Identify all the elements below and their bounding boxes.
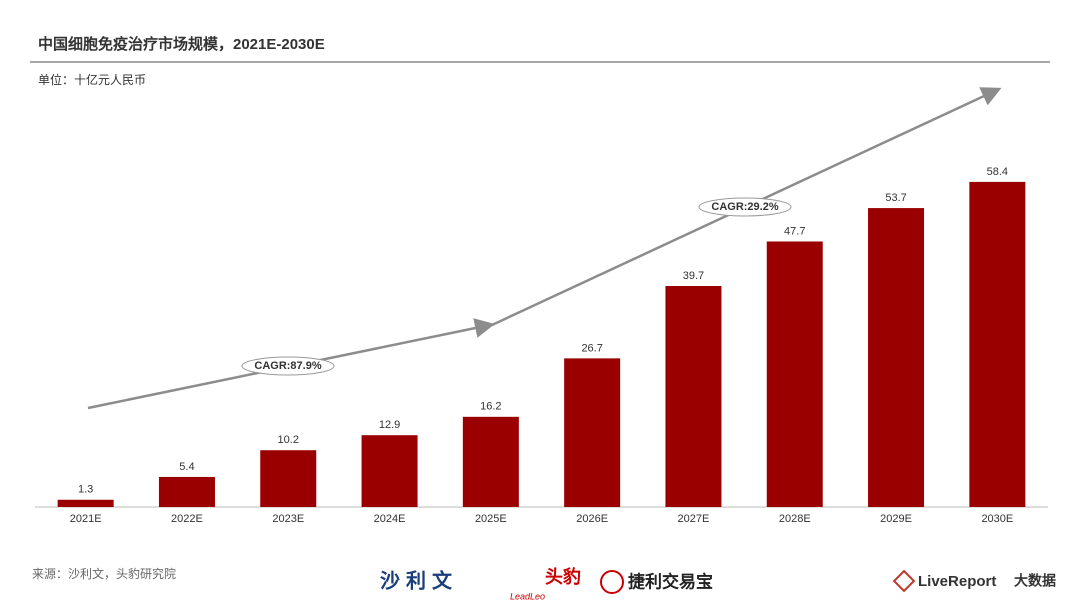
x-tick-label: 2024E [374, 513, 406, 525]
chart-subtitle: 单位：十亿元人民币 [38, 72, 146, 87]
value-label: 47.7 [784, 225, 805, 237]
annotation-bubble [698, 197, 792, 217]
value-label: 16.2 [480, 401, 501, 413]
value-label: 12.9 [379, 419, 400, 431]
logo: 头豹 [545, 566, 581, 587]
logo-icon [600, 570, 624, 594]
annotation-bubble [241, 356, 335, 376]
value-label: 58.4 [987, 166, 1008, 178]
bar [260, 450, 317, 507]
x-tick-label: 2023E [272, 513, 304, 525]
chart-title: 中国细胞免疫治疗市场规模，2021E-2030E [38, 35, 325, 53]
x-tick-label: 2029E [880, 513, 912, 525]
x-tick-label: 2028E [779, 513, 811, 525]
bar [158, 476, 215, 507]
x-tick-label: 2030E [981, 513, 1013, 525]
value-label: 5.4 [179, 461, 194, 473]
value-label: 10.2 [278, 434, 299, 446]
x-tick-label: 2025E [475, 513, 507, 525]
bar [564, 358, 621, 507]
logo: 沙利文 [380, 568, 458, 592]
annotation: CAGR:29.2% [711, 201, 778, 213]
bar [868, 208, 925, 507]
bar [57, 499, 114, 507]
bar [766, 241, 823, 507]
x-tick-label: 2022E [171, 513, 203, 525]
bar [361, 435, 418, 507]
logo-icon [892, 569, 916, 593]
logo: LeadLeo [510, 591, 545, 601]
bar [665, 286, 722, 507]
bar [969, 181, 1026, 507]
x-tick-label: 2027E [678, 513, 710, 525]
source: 来源：沙利文，头豹研究院 [32, 566, 176, 581]
x-tick-label: 2026E [576, 513, 608, 525]
value-label: 53.7 [885, 192, 906, 204]
value-label: 26.7 [581, 342, 602, 354]
bar [462, 416, 519, 507]
logo: 大数据 [1014, 573, 1056, 589]
value-label: 39.7 [683, 270, 704, 282]
logo: 捷利交易宝 [628, 571, 713, 591]
value-label: 1.3 [78, 484, 93, 496]
annotation: CAGR:87.9% [254, 360, 321, 372]
x-tick-label: 2021E [70, 513, 102, 525]
logo: LiveReport [918, 573, 996, 590]
